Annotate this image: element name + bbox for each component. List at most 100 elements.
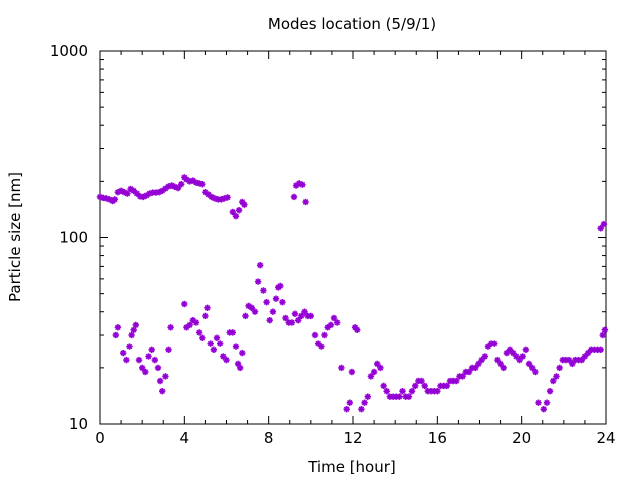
data-point (348, 368, 356, 376)
data-point (318, 343, 325, 350)
data-point (334, 319, 341, 326)
data-point (204, 304, 211, 311)
data-point (232, 212, 240, 220)
data-point (207, 340, 214, 347)
data-point (266, 317, 273, 324)
data-point (321, 331, 328, 339)
data-point (277, 282, 284, 290)
data-point (119, 349, 127, 357)
data-point (370, 368, 378, 376)
data-point (126, 343, 133, 350)
data-point (500, 364, 507, 372)
data-point (269, 308, 277, 315)
data-point (553, 373, 560, 380)
data-point (532, 368, 539, 376)
data-point (600, 220, 608, 228)
data-point (367, 373, 375, 380)
data-point (383, 388, 390, 395)
data-point (295, 317, 302, 324)
data-point (556, 364, 563, 372)
data-point (550, 377, 557, 385)
data-point (327, 321, 335, 329)
data-point (111, 196, 119, 203)
data-point (343, 406, 350, 413)
data-point (364, 393, 371, 400)
data-point (167, 324, 174, 331)
y-tick-label: 100 (59, 229, 88, 247)
data-point (114, 324, 122, 331)
data-point (223, 356, 230, 364)
y-tick-label: 10 (69, 415, 88, 433)
data-point (405, 393, 413, 400)
data-point (330, 314, 338, 322)
data-point (302, 198, 309, 206)
data-point (177, 180, 185, 188)
data-point (148, 346, 155, 353)
data-point (158, 388, 166, 395)
data-point (112, 331, 120, 339)
data-point (241, 201, 248, 208)
data-point (181, 300, 188, 308)
data-point (174, 184, 182, 192)
data-point (130, 326, 137, 333)
data-point (418, 377, 425, 385)
data-point (282, 314, 289, 322)
data-point (453, 377, 460, 385)
data-point (525, 360, 533, 368)
data-point (540, 406, 547, 413)
data-point (263, 299, 270, 306)
data-point (546, 388, 554, 395)
data-point (601, 326, 609, 333)
data-point (599, 331, 606, 339)
x-tick-label: 0 (95, 429, 105, 447)
data-point (399, 388, 406, 395)
data-point (377, 364, 384, 372)
data-point (224, 194, 231, 201)
x-tick-label: 4 (180, 429, 190, 447)
data-point (412, 382, 419, 390)
data-point (311, 331, 319, 339)
data-point (354, 326, 361, 333)
data-point (199, 180, 206, 188)
data-point (472, 364, 479, 372)
x-tick-label: 12 (343, 429, 362, 447)
data-point (260, 287, 267, 294)
data-point (459, 373, 466, 380)
data-point (239, 349, 246, 357)
data-point (338, 364, 345, 372)
x-tick-label: 24 (596, 429, 615, 447)
data-point (151, 356, 159, 364)
data-point (279, 299, 286, 306)
data-point (124, 190, 131, 197)
data-point (361, 399, 368, 406)
data-point (242, 312, 249, 320)
data-point (519, 353, 526, 360)
x-axis-label: Time [hour] (307, 458, 396, 476)
data-point (213, 334, 221, 341)
data-point (192, 319, 200, 326)
data-point (491, 340, 498, 347)
x-tick-label: 16 (428, 429, 447, 447)
data-point (165, 346, 172, 353)
data-point (248, 304, 256, 311)
data-point (434, 388, 441, 395)
data-point (132, 321, 140, 329)
data-point (257, 262, 264, 269)
data-point (272, 295, 280, 302)
y-axis-label: Particle size [nm] (6, 172, 24, 302)
data-point (210, 346, 218, 353)
data-point (421, 382, 428, 390)
x-tick-label: 20 (512, 429, 531, 447)
data-point (186, 321, 193, 329)
data-point (481, 353, 488, 360)
data-point (154, 364, 162, 372)
data-point (128, 331, 135, 339)
data-point (229, 329, 237, 336)
data-point (522, 346, 530, 353)
data-point (581, 353, 589, 360)
data-point (162, 373, 169, 380)
axes: 0 4 8 12 16 20 24 10 100 1000 (50, 42, 616, 447)
data-point (396, 393, 403, 400)
data-point (156, 377, 164, 385)
